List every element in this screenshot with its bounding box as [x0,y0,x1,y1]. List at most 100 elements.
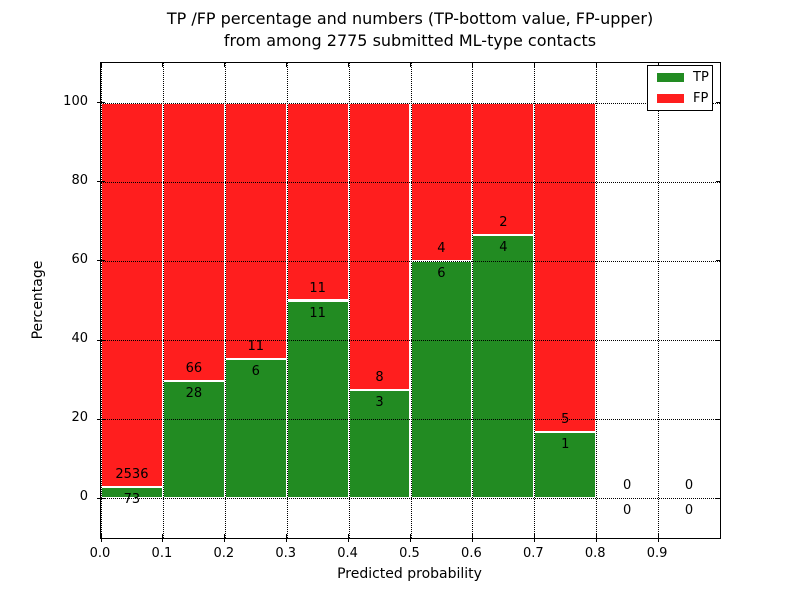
tick-mark [595,63,597,67]
bar-segment-fp [101,102,163,488]
fp-count-label: 0 [684,478,694,494]
y-tick-label: 100 [63,93,88,109]
fp-count-label: 2536 [115,467,149,483]
tick-mark [471,63,473,67]
tick-mark [97,418,105,420]
fp-count-label: 11 [309,280,326,296]
legend-label-tp: TP [693,70,709,85]
tp-count-label: 6 [251,363,260,379]
x-axis-label: Predicted probability [337,566,482,582]
tp-count-label: 3 [375,395,384,411]
tick-mark [97,339,105,341]
tp-count-label: 6 [437,265,446,281]
tp-count-label: 0 [684,503,694,519]
bar-segment-fp [534,102,597,433]
x-tick-label: 0.6 [461,546,482,561]
x-tick-label: 0.3 [275,546,297,561]
grid-line-v [596,63,598,538]
grid-line-v [348,63,350,538]
tick-mark [100,534,102,542]
grid-line-v [472,63,474,538]
legend-label-fp: FP [693,91,709,106]
legend-entry-fp: FP [657,91,712,106]
tp-count-label: 28 [185,385,203,401]
bar-segment-fp [286,102,349,301]
fp-count-label: 66 [185,360,203,376]
bar-segment-tp [286,300,349,499]
x-tick-label: 0.0 [89,546,111,561]
bar-segment-fp [162,102,225,381]
tick-mark [224,63,226,67]
tick-mark [97,102,105,104]
tp-count-label: 0 [623,503,632,519]
tick-mark [471,534,473,542]
tp-count-label: 4 [499,239,508,255]
bar-segment-tp [472,234,535,499]
tick-mark [716,260,720,262]
tick-mark [100,63,102,67]
tick-mark [533,534,535,542]
tick-mark [162,534,164,542]
fp-count-label: 8 [375,370,384,386]
y-tick-label: 40 [71,331,88,347]
tick-mark [716,497,720,499]
grid-line-v [534,63,536,538]
chart-title-line1: TP /FP percentage and numbers (TP-bottom… [166,9,654,28]
x-tick-label: 0.4 [337,546,358,561]
grid-line-v [101,63,102,538]
tick-mark [716,339,720,341]
y-tick-label: 20 [71,410,88,426]
grid-line-v [658,63,660,538]
tick-mark [533,63,535,67]
tick-mark [224,534,226,542]
tp-count-label: 11 [309,305,326,321]
bar-segment-tp [534,432,597,499]
x-tick-label: 0.2 [213,546,235,561]
x-tick-label: 0.9 [646,546,668,561]
tick-mark [410,534,411,542]
x-tick-label: 0.5 [399,546,420,561]
x-tick-label: 0.7 [522,546,544,561]
x-tick-label: 0.8 [584,546,606,561]
bar-segment-fp [348,102,411,391]
chart-title: TP /FP percentage and numbers (TP-bottom… [90,8,730,52]
y-tick-label: 60 [71,251,88,267]
tick-mark [348,63,350,67]
legend: TP FP [647,65,713,111]
fp-color-swatch [657,94,684,103]
grid-line-v [224,63,226,538]
tick-mark [716,181,720,183]
grid-line-v [286,63,288,538]
tick-mark [410,63,411,67]
grid-line-v [410,63,412,538]
tp-color-swatch [657,73,684,82]
fp-count-label: 2 [499,214,508,230]
fp-count-label: 11 [247,338,265,354]
tick-mark [97,260,105,262]
fp-count-label: 0 [623,478,632,494]
tp-count-label: 1 [561,437,570,453]
bar-segment-fp [410,102,473,261]
bar-segment-tp [162,380,225,499]
tick-mark [162,63,164,67]
tick-mark [716,102,720,104]
tick-mark [97,497,105,499]
y-tick-label: 0 [79,489,88,505]
legend-entry-tp: TP [657,70,712,85]
chart-title-line2: from among 2775 submitted ML-type contac… [223,31,597,50]
bar-segment-tp [410,260,473,499]
tick-mark [348,534,350,542]
tick-mark [657,534,659,542]
y-axis-label: Percentage [30,260,46,340]
bar-segment-tp [224,358,287,499]
x-tick-label: 0.1 [151,546,173,561]
fp-count-label: 4 [437,240,446,256]
tick-mark [97,181,105,183]
tick-mark [286,534,288,542]
tick-mark [595,534,597,542]
tick-mark [286,63,288,67]
bar-segment-fp [224,102,287,359]
tp-count-label: 73 [123,492,141,508]
fp-count-label: 5 [561,412,570,428]
